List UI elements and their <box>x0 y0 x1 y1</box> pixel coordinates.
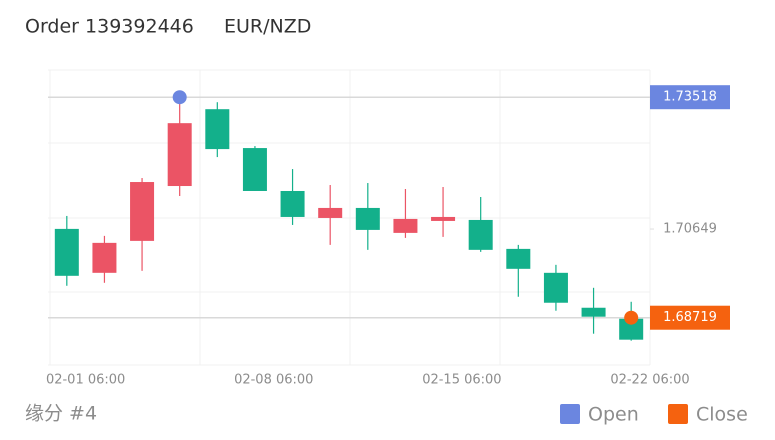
footer-label: 缘分 #4 <box>25 403 97 425</box>
order-title: Order 139392446 <box>25 16 194 38</box>
candle-body <box>581 307 606 317</box>
candle-body <box>355 207 380 230</box>
candle-body <box>92 242 117 273</box>
x-tick-label: 02-01 06:00 <box>46 373 125 388</box>
candle-body <box>543 272 568 303</box>
candle-body <box>167 123 192 187</box>
x-tick-label: 02-15 06:00 <box>422 373 501 388</box>
marker-dot <box>624 310 639 325</box>
y-tick-label: 1.73518 <box>663 90 717 105</box>
candle-body <box>318 207 343 218</box>
y-tick-badge <box>650 85 730 110</box>
y-tick-label: 1.70649 <box>663 222 717 237</box>
candle-body <box>619 318 644 340</box>
legend-swatch[interactable] <box>668 404 688 424</box>
candle-body <box>468 219 493 250</box>
x-tick-label: 02-22 06:00 <box>610 373 689 388</box>
candle-body <box>205 109 230 150</box>
candle-body <box>506 248 531 269</box>
legend-label[interactable]: Close <box>696 404 748 426</box>
symbol: EUR/NZD <box>224 16 311 38</box>
candle-body <box>54 228 79 276</box>
y-tick-badge <box>650 305 730 330</box>
candle-body <box>242 148 267 191</box>
candle-body <box>431 216 456 221</box>
marker-dot <box>172 90 187 105</box>
candle-body <box>280 190 305 217</box>
x-tick-label: 02-08 06:00 <box>234 373 313 388</box>
candle-body <box>130 182 155 241</box>
legend-swatch[interactable] <box>560 404 580 424</box>
y-tick-label: 1.68719 <box>663 310 717 325</box>
candle-body <box>393 218 418 233</box>
legend-label[interactable]: Open <box>588 404 639 426</box>
